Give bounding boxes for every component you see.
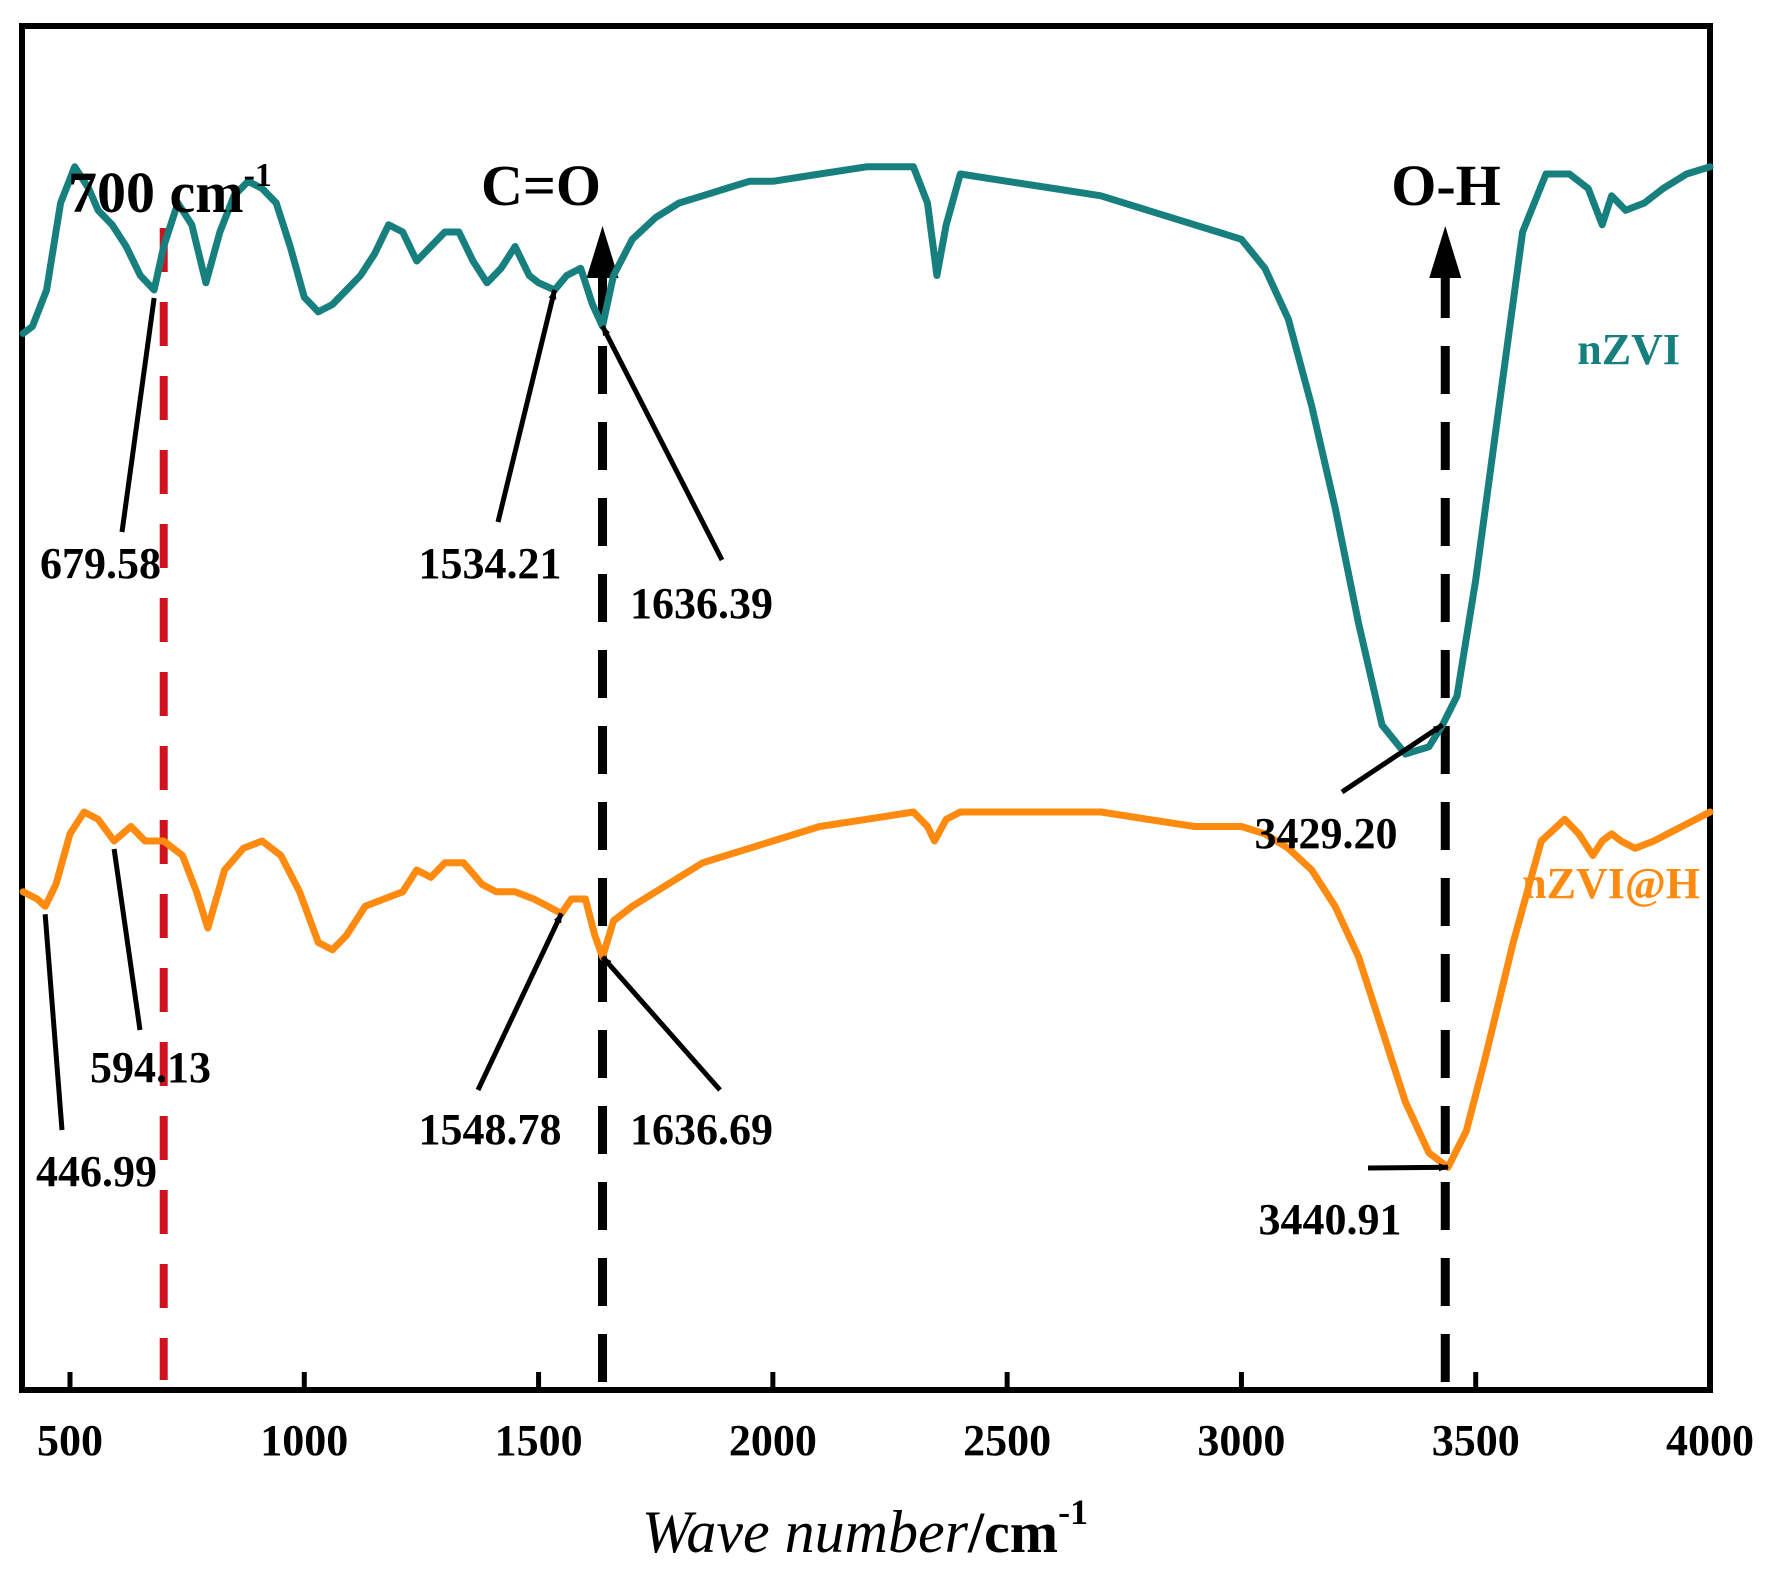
peak-arrow: [495, 289, 558, 523]
x-tick-label: 1500: [495, 1416, 583, 1465]
x-axis-title: Wave number/cm-1: [642, 1492, 1088, 1565]
x-tick-label: 3500: [1432, 1416, 1520, 1465]
x-tick-label: 500: [37, 1416, 103, 1465]
x-tick-label: 3000: [1197, 1416, 1285, 1465]
oh-group-label: O-H: [1391, 153, 1501, 218]
peak-arrow: [600, 955, 722, 1092]
peak-label: 1636.69: [630, 1105, 773, 1154]
oh-arrowhead: [1429, 226, 1462, 278]
peak-arrow: [1367, 1163, 1450, 1172]
peak-arrow: [600, 325, 725, 562]
peak-leader: [111, 848, 143, 1031]
peak-label: 679.58: [40, 539, 161, 588]
peak-label: 594.13: [90, 1043, 211, 1092]
co-arrowhead: [586, 226, 619, 278]
x-tick-label: 2500: [963, 1416, 1051, 1465]
peak-label: 1636.39: [630, 579, 773, 628]
peak-label: 3440.91: [1259, 1195, 1402, 1244]
x-tick-label: 1000: [260, 1416, 348, 1465]
plot-frame: [19, 23, 1713, 1393]
series-label-nzvi: nZVI: [1577, 325, 1680, 374]
peak-label: 1534.21: [419, 539, 562, 588]
peak-arrow: [1340, 722, 1444, 795]
x-tick-label: 2000: [729, 1416, 817, 1465]
peak-label: 446.99: [36, 1147, 157, 1196]
reference-line-label: 700 cm-1: [68, 157, 272, 225]
peak-leader: [119, 297, 157, 533]
peak-arrow: [475, 912, 564, 1092]
x-tick-label: 4000: [1666, 1416, 1754, 1465]
series-line-nzvi: [19, 163, 1714, 758]
series-line-nzvi-h: [19, 808, 1714, 1171]
peak-leader: [42, 914, 65, 1131]
peak-label: 1548.78: [419, 1105, 562, 1154]
peak-label: 3429.20: [1255, 809, 1398, 858]
co-group-label: C=O: [481, 153, 601, 218]
series-label-nzvi-h: nZVI@H: [1522, 859, 1700, 908]
